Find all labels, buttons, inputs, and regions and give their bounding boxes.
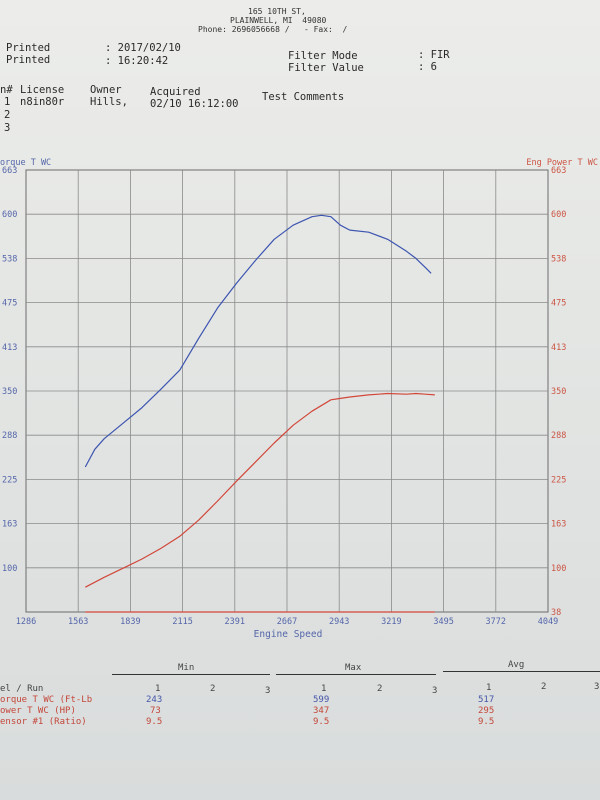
summary-avg-header: Avg [508,660,525,670]
sensor-min: 9.5 [146,717,163,727]
summary-min-header: Min [178,663,195,673]
y-left-tick-label: 413 [2,343,17,353]
x-tick-label: 1839 [120,617,140,627]
y-left-tick-label: 663 [2,166,17,176]
x-tick-label: 3772 [486,617,506,627]
y-left-tick-label: 163 [2,520,17,530]
summary-row-label-power: ower T WC (HP) [0,706,76,716]
run-1-license: n8in80r [20,96,65,108]
x-tick-label: 1563 [68,617,88,627]
summary-avg-rule [443,671,600,672]
x-tick-label: 4049 [538,617,558,627]
y-right-tick-label: 663 [551,166,566,176]
run-col-avg-3: 3 [594,682,600,692]
run-1-number: 1 [4,96,11,108]
run-col-max-2: 2 [377,684,383,694]
printed-date: : 2017/02/10 [105,42,181,54]
series-line-2 [85,392,435,588]
x-tick-label: 2391 [225,617,245,627]
x-tick-label: 2115 [172,617,192,627]
run-3-number: 3 [4,122,11,134]
printed-label-2: Printed [6,54,51,66]
y-left-tick-label: 100 [2,564,17,574]
run-col-min-3: 3 [265,686,271,696]
summary-max-header: Max [345,663,362,673]
summary-min-rule [112,674,270,675]
summary-max-rule [276,674,436,675]
summary-row-label-runs: el / Run [0,684,44,694]
sensor-max: 9.5 [313,717,330,727]
run-1-owner: Hills, [90,96,128,108]
col-acquired: Acquired [150,86,201,98]
y-left-tick-label: 475 [2,299,17,309]
run-col-max-1: 1 [321,684,327,694]
y-left-tick-label: 600 [2,210,17,220]
y-left-tick-label: 538 [2,254,17,264]
x-tick-label: 1286 [16,617,36,627]
run-col-avg-2: 2 [541,682,547,692]
run-col-max-3: 3 [432,686,438,696]
chart-curves [84,214,435,613]
series-line-1 [84,214,432,468]
y-right-tick-label: 350 [551,387,566,397]
y-right-tick-label: 163 [551,520,566,530]
filter-value-label: Filter Value [288,62,364,74]
y-right-tick-label: 100 [551,564,566,574]
y-right-tick-label: 475 [551,299,566,309]
y-left-tick-label: 350 [2,387,17,397]
y-right-tick-label: 600 [551,210,566,220]
run-1-acquired: 02/10 16:12:00 [150,98,239,110]
power-max: 347 [313,706,330,716]
y-right-tick-label: 413 [551,343,566,353]
run-2-number: 2 [4,109,11,121]
shop-street: 165 10TH ST, [248,7,306,16]
col-license: License [20,84,65,96]
run-col-avg-1: 1 [486,683,492,693]
y-right-tick-label: 288 [551,431,566,441]
y-left-tick-label: 225 [2,475,17,485]
dyno-chart: 1286 1563 1839 2115 2391 2667 2943 3219 3495 3772… [0,158,598,640]
y-left-axis-title: orque T WC [0,158,51,168]
summary-row-label-sensor: ensor #1 (Ratio) [0,717,87,727]
chart-ticks: 1286 1563 1839 2115 2391 2667 2943 3219 3495 3772… [2,166,566,627]
y-right-tick-label: 538 [551,254,566,264]
printed-time: : 16:20:42 [105,55,169,67]
chart-grid [25,169,549,613]
y-right-axis-title: Eng Power T WC [526,158,598,168]
torque-max: 599 [313,695,330,705]
y-right-tick-label: 38 [551,608,561,618]
col-run-number: n# [0,84,13,96]
summary-row-label-torque: orque T WC (Ft-Lb [0,695,93,705]
x-tick-label: 3495 [433,617,453,627]
torque-min: 243 [146,695,163,705]
col-test-comments: Test Comments [262,91,345,103]
power-avg: 295 [478,706,495,716]
sensor-avg: 9.5 [478,717,495,727]
power-min: 73 [150,706,161,716]
run-col-min-2: 2 [210,684,216,694]
run-col-min-1: 1 [155,684,161,694]
x-axis-title: Engine Speed [254,629,323,640]
shop-city: PLAINWELL, MI 49080 [230,16,327,25]
filter-mode-label: Filter Mode [288,50,358,62]
torque-avg: 517 [478,695,495,705]
y-left-tick-label: 288 [2,431,17,441]
x-tick-label: 2943 [329,617,349,627]
col-owner: Owner [90,84,122,96]
x-tick-label: 3219 [381,617,401,627]
filter-mode-value: : FIR [418,49,450,61]
shop-phone-fax: Phone: 2696056668 / - Fax: / [198,25,348,34]
x-tick-label: 2667 [277,617,297,627]
filter-value-value: : 6 [418,61,437,73]
printed-label-1: Printed [6,42,51,54]
y-right-tick-label: 225 [551,475,566,485]
